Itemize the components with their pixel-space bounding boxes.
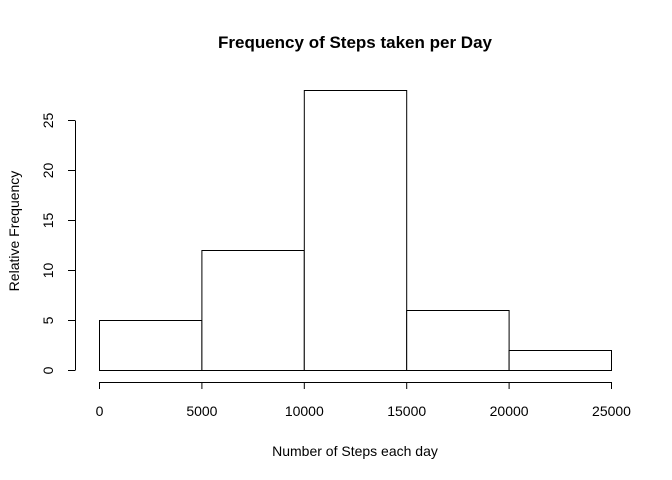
histogram-bar-4 [508,350,613,371]
x-tick-label-0: 0 [96,403,104,419]
x-tick-label-2: 10000 [285,403,324,419]
x-tick-label-3: 15000 [387,403,426,419]
y-tick-label-1: 5 [40,316,56,324]
chart-title: Frequency of Steps taken per Day [218,33,493,52]
x-axis-label: Number of Steps each day [272,443,438,459]
x-tick-label-5: 25000 [592,403,631,419]
x-tick-label-4: 20000 [490,403,529,419]
histogram-bar-0 [99,320,203,371]
y-tick-label-3: 15 [40,213,56,229]
histogram-bar-1 [201,250,305,371]
y-tick-label-2: 10 [40,263,56,279]
y-tick-label-4: 20 [40,163,56,179]
histogram-bar-2 [303,90,408,371]
y-axis: 0 5 10 15 20 25 [40,113,76,374]
y-tick-label-5: 25 [40,113,56,129]
bars-group [99,90,613,371]
y-tick-label-0: 0 [40,366,56,374]
y-axis-label: Relative Frequency [6,171,22,292]
x-axis: 0 5000 10000 15000 20000 25000 [96,382,631,419]
histogram-bar-3 [406,310,510,371]
x-tick-label-1: 5000 [186,403,217,419]
